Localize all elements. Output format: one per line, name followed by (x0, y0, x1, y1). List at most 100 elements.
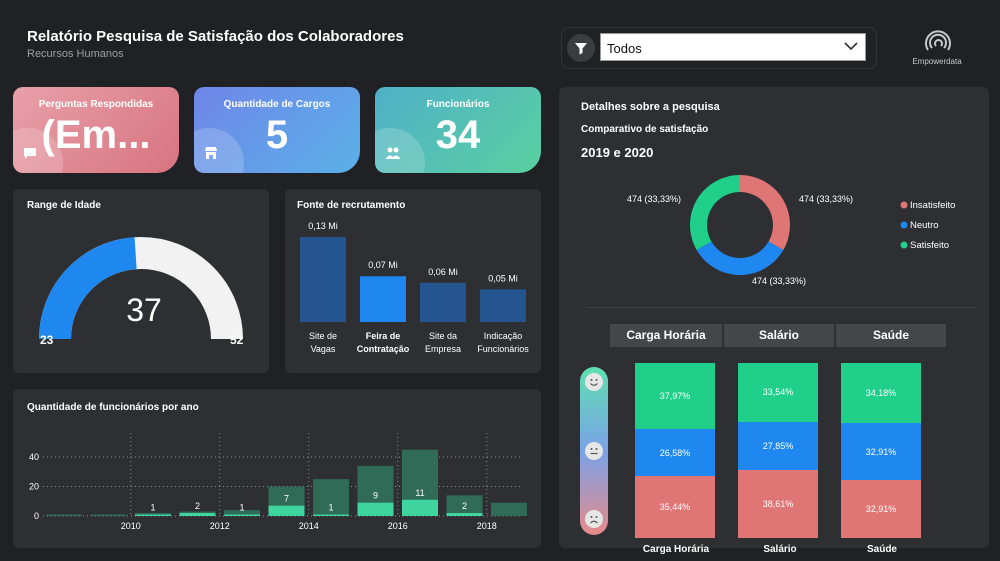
yearly-data-label: 7 (284, 494, 289, 504)
donut-slice[interactable] (690, 175, 740, 250)
recruit-category-label: Site da (429, 331, 457, 341)
yearly-data-label: 9 (373, 491, 378, 501)
yearly-bar-new[interactable] (446, 513, 483, 516)
header-salario: Salário (724, 324, 834, 347)
satisfaction-donut: 474 (33,33%) 474 (33,33%) 474 (33,33%) Insa… (627, 175, 955, 286)
yearly-xtick: 2010 (121, 521, 141, 531)
stacked-segment[interactable]: 37,97% (635, 363, 715, 430)
donut-slice[interactable] (696, 241, 784, 276)
yearly-data-label: 1 (239, 503, 244, 513)
filter-select[interactable]: Todos (600, 33, 866, 61)
legend-dot (900, 201, 908, 209)
gauge-fill (39, 237, 138, 340)
legend-label[interactable]: Neutro (910, 220, 939, 231)
yearly-ytick: 40 (29, 452, 39, 462)
stacked-segment[interactable]: 33,54% (738, 363, 818, 422)
legend-label[interactable]: Satisfeito (910, 240, 949, 251)
recruit-bar-label: 0,05 Mi (488, 273, 518, 283)
yearly-chart: 0 20 40 2010 2012 2014 2016 2018 1 2 1 7 1 9 11 2 (29, 433, 527, 531)
logo-text: Empowerdata (912, 57, 962, 66)
chat-icon (23, 146, 37, 163)
yearly-bar-total[interactable] (313, 479, 349, 516)
gauge-min: 23 (40, 333, 54, 347)
stacked-segment[interactable]: 27,85% (738, 421, 818, 471)
yearly-data-label: 2 (195, 501, 200, 511)
footer-salario: Salário (763, 544, 797, 555)
stacked-column: 35,44% 26,58% 37,97% (635, 363, 715, 538)
kpi-value: 34 (435, 113, 481, 157)
kpi-card-funcionarios: Funcionários 34 (375, 87, 541, 173)
legend-dot (900, 221, 908, 229)
sad-face-icon (585, 510, 603, 528)
recruit-bar[interactable] (300, 237, 346, 322)
recruit-category-label: Indicação (484, 331, 523, 341)
yearly-data-label: 2 (462, 501, 467, 511)
recruit-category-label: Feira de (366, 331, 401, 341)
legend-label[interactable]: Insatisfeito (910, 200, 955, 211)
recruit-bar[interactable] (420, 282, 466, 322)
yearly-bar-new[interactable] (135, 514, 171, 516)
recruit-title: Fonte de recrutamento (297, 200, 406, 211)
yearly-ytick: 0 (34, 511, 39, 521)
header-carga-horaria: Carga Horária (610, 324, 722, 347)
recruit-bar[interactable] (480, 289, 526, 322)
survey-years: 2019 e 2020 (581, 145, 654, 160)
happy-face-icon (585, 373, 603, 391)
stacked-segment[interactable]: 38,61% (738, 470, 818, 538)
recruit-bar[interactable] (360, 276, 406, 322)
age-gauge-panel (13, 189, 269, 373)
recruit-category-label: Contratação (357, 344, 410, 354)
yearly-bar-new[interactable] (357, 502, 394, 516)
yearly-bar-new[interactable] (179, 513, 216, 516)
yearly-bar-new[interactable] (402, 499, 438, 516)
yearly-panel (13, 389, 541, 548)
yearly-bar-total[interactable] (90, 514, 127, 516)
divider (586, 307, 976, 308)
donut-label: 474 (33,33%) (627, 194, 681, 204)
stacked-segment[interactable]: 32,91% (841, 422, 921, 481)
page-subtitle: Recursos Humanos (27, 48, 124, 60)
yearly-title: Quantidade de funcionários por ano (27, 402, 199, 413)
people-icon (385, 146, 401, 163)
donut-label: 474 (33,33%) (752, 276, 806, 286)
yearly-xtick: 2016 (388, 521, 408, 531)
filter-icon[interactable] (567, 34, 595, 62)
donut-label: 474 (33,33%) (799, 194, 853, 204)
yearly-data-label: 11 (415, 488, 424, 498)
recruit-category-label: Site de (309, 331, 337, 341)
yearly-bar-total[interactable] (46, 514, 82, 516)
page-title: Relatório Pesquisa de Satisfação dos Col… (27, 28, 404, 45)
yearly-ytick: 20 (29, 482, 39, 492)
stacked-segment[interactable]: 34,18% (841, 363, 921, 423)
survey-title: Detalhes sobre a pesquisa (581, 101, 720, 113)
kpi-label: Funcionários (426, 99, 490, 110)
yearly-bar-total[interactable] (446, 495, 483, 516)
yearly-bar-total[interactable] (135, 513, 171, 516)
age-gauge (39, 237, 243, 340)
yearly-data-label: 1 (328, 503, 333, 513)
logo-icon (920, 26, 956, 56)
donut-slice[interactable] (740, 175, 790, 250)
yearly-data-label: 1 (150, 503, 155, 513)
stacked-segment[interactable]: 26,58% (635, 429, 715, 476)
store-icon (204, 146, 218, 163)
stacked-column: 38,61% 27,85% 33,54% (738, 363, 818, 538)
recruit-bar-label: 0,06 Mi (428, 267, 458, 277)
kpi-card-perguntas: Perguntas Respondidas (Em... (13, 87, 179, 173)
stacked-column: 32,91% 32,91% 34,18% (841, 363, 921, 538)
neutral-face-icon (585, 442, 603, 460)
yearly-bar-new[interactable] (313, 514, 349, 516)
stacked-segment[interactable]: 35,44% (635, 475, 715, 538)
stacked-segment[interactable]: 32,91% (841, 480, 921, 538)
gauge-max: 52 (230, 333, 244, 347)
yearly-xtick: 2018 (477, 521, 497, 531)
yearly-bar-new[interactable] (224, 514, 260, 516)
kpi-value: (Em... (41, 113, 151, 157)
kpi-label: Quantidade de Cargos (223, 99, 331, 110)
yearly-bar-total[interactable] (491, 502, 527, 516)
recruit-category-label: Vagas (311, 344, 336, 354)
kpi-label: Perguntas Respondidas (38, 99, 154, 110)
legend-dot (900, 241, 908, 249)
yearly-bar-total[interactable] (224, 510, 260, 516)
yearly-bar-new[interactable] (268, 505, 305, 516)
